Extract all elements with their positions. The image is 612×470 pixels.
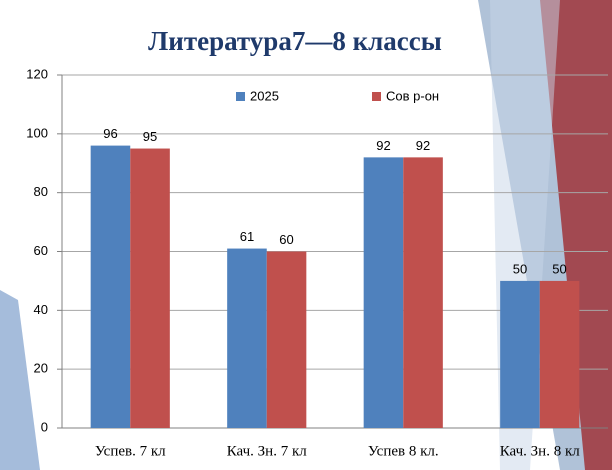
data-label: 61 xyxy=(240,229,254,244)
bar xyxy=(403,157,443,428)
decor xyxy=(0,290,40,470)
legend-swatch xyxy=(372,92,381,101)
data-label: 95 xyxy=(143,129,157,144)
y-tick-label: 120 xyxy=(26,66,48,81)
bar xyxy=(90,145,131,428)
bar xyxy=(227,248,267,428)
y-tick-label: 80 xyxy=(34,184,48,199)
y-tick-label: 100 xyxy=(26,125,48,140)
bar xyxy=(130,148,170,428)
x-tick-label: Кач. Зн. 8 кл xyxy=(500,443,580,459)
y-tick-label: 20 xyxy=(34,361,48,376)
data-label: 96 xyxy=(103,126,117,141)
decor xyxy=(540,0,612,470)
y-tick-label: 0 xyxy=(41,419,48,434)
data-label: 92 xyxy=(416,138,430,153)
data-label: 50 xyxy=(552,261,566,276)
y-tick-label: 60 xyxy=(34,243,48,258)
x-tick-label: Успев 8 кл. xyxy=(368,443,439,459)
x-tick-label: Кач. Зн. 7 кл xyxy=(227,443,307,459)
y-tick-label: 40 xyxy=(34,302,48,317)
bar xyxy=(266,251,307,428)
data-label: 50 xyxy=(513,261,527,276)
legend-label: 2025 xyxy=(250,88,279,103)
bar xyxy=(363,157,404,428)
data-label: 92 xyxy=(376,138,390,153)
data-label: 60 xyxy=(279,232,293,247)
x-tick-label: Успев. 7 кл xyxy=(95,443,166,459)
legend-swatch xyxy=(236,92,245,101)
legend-label: Сов р-он xyxy=(386,88,439,103)
bar xyxy=(500,280,540,428)
chart-title: Литература7—8 классы xyxy=(148,26,442,56)
bar xyxy=(539,280,580,428)
